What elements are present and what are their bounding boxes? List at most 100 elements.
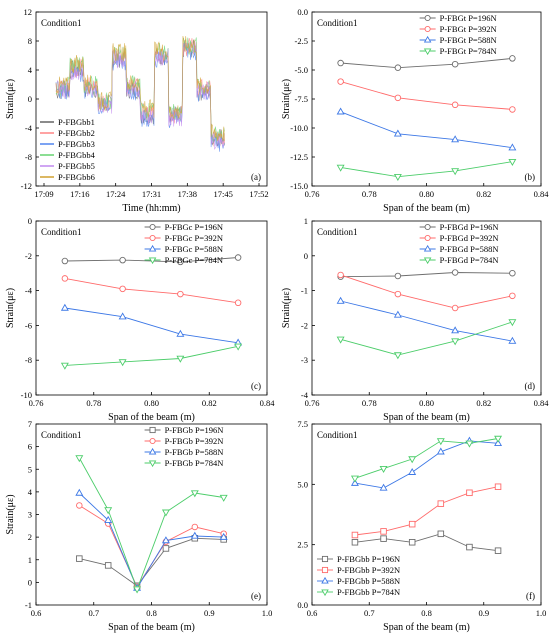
series-line xyxy=(78,492,224,589)
series-line xyxy=(340,81,513,110)
x-tick-label: 0.78 xyxy=(362,398,377,408)
legend-entry: P-FBGb P=784N xyxy=(165,458,224,468)
legend-entry: P-FBGc P=196N xyxy=(165,222,223,232)
data-point xyxy=(423,257,432,265)
series-line xyxy=(340,57,513,69)
legend-entry: P-FBGc P=588N xyxy=(165,244,223,254)
y-tick-label: 12 xyxy=(24,7,33,17)
x-tick-label: 0.84 xyxy=(534,189,550,199)
x-tick-label: 0.82 xyxy=(476,398,491,408)
data-point xyxy=(219,532,228,540)
series-line xyxy=(340,272,513,278)
y-tick-label: 1 xyxy=(304,216,308,226)
series-line xyxy=(79,505,224,588)
data-point xyxy=(424,14,431,22)
data-point xyxy=(190,490,199,498)
data-point xyxy=(321,555,329,563)
x-axis-label: Span of the beam (m) xyxy=(108,622,195,633)
legend-entry: P-FBGt P=196N xyxy=(440,13,497,23)
y-axis-label: Strain(με) xyxy=(5,288,16,328)
x-tick-label: 0.82 xyxy=(202,398,217,408)
data-point xyxy=(451,101,459,109)
data-point xyxy=(379,465,388,473)
data-point xyxy=(104,515,113,523)
data-point xyxy=(394,290,402,298)
y-tick-label: -10.0 xyxy=(290,123,308,133)
data-point xyxy=(149,426,156,434)
series-line xyxy=(340,111,513,149)
data-point xyxy=(60,362,69,370)
y-tick-label: 0 xyxy=(28,577,32,587)
data-point xyxy=(494,435,503,443)
data-point xyxy=(466,543,473,551)
y-tick-label: 0 xyxy=(304,251,308,261)
data-point xyxy=(424,234,431,242)
legend-entry: P-FBGbb P=784N xyxy=(337,587,400,597)
data-point xyxy=(393,310,402,318)
data-point xyxy=(394,94,402,102)
y-tick-label: 7 xyxy=(28,419,32,429)
legend-entry: P-FBGt P=784N xyxy=(440,46,497,56)
data-point xyxy=(408,539,416,546)
data-point xyxy=(60,303,69,311)
y-tick-label: 2 xyxy=(28,532,32,542)
legend-entry: P-FBGbb P=588N xyxy=(337,576,400,586)
data-point xyxy=(393,174,402,182)
panel-label: (f) xyxy=(526,591,535,601)
chart-panel-3: -4 -3 -2 -1 0 1 0.76 0.78 0.80 0.82 0.84 Span of th… xyxy=(281,216,549,423)
y-axis-label: Strain(με) xyxy=(5,79,16,119)
data-point xyxy=(76,502,83,509)
series-line xyxy=(55,36,225,141)
data-point xyxy=(494,483,502,490)
legend-entry: P-FBGbb1 xyxy=(58,117,95,127)
data-point xyxy=(508,143,517,151)
y-tick-label: 3 xyxy=(28,510,32,520)
y-tick-label: 6 xyxy=(28,442,32,452)
y-tick-label: -5.0 xyxy=(295,65,308,75)
legend-entry: P-FBGb P=588N xyxy=(165,447,224,457)
x-tick-label: 1.0 xyxy=(262,608,273,618)
data-point xyxy=(321,589,329,597)
y-tick-label: -3 xyxy=(301,355,308,365)
x-axis-label: Span of the beam (m) xyxy=(108,412,195,423)
data-point xyxy=(336,336,345,344)
legend-entry: P-FBGd P=784N xyxy=(440,255,499,265)
data-point xyxy=(337,271,344,279)
data-point xyxy=(118,312,127,320)
data-point xyxy=(119,256,126,264)
legend-entry: P-FBGd P=196N xyxy=(440,222,499,232)
data-point xyxy=(149,437,156,445)
data-point xyxy=(219,494,228,502)
data-point xyxy=(351,539,359,546)
y-tick-label: -2 xyxy=(301,320,308,330)
data-point xyxy=(408,520,416,528)
y-tick-label: -6 xyxy=(25,320,32,330)
data-point xyxy=(451,269,459,276)
x-tick-label: 0.9 xyxy=(478,608,489,618)
y-axis-label: Strain(με) xyxy=(281,79,292,119)
data-point xyxy=(508,319,517,327)
chart-panel-5: 0.0 2.5 5.0 7.5 0.6 0.7 0.8 0.9 1.0 Span of the b… xyxy=(297,419,546,633)
data-point xyxy=(176,355,185,363)
data-point xyxy=(437,530,445,538)
data-point xyxy=(148,257,157,265)
data-point xyxy=(509,269,516,277)
data-point xyxy=(321,566,329,574)
data-point xyxy=(351,531,359,539)
data-point xyxy=(321,576,329,584)
data-point xyxy=(394,64,402,71)
series-line xyxy=(340,321,513,356)
x-axis-label: Span of the beam (m) xyxy=(383,622,470,633)
x-tick-label: 0.9 xyxy=(204,608,215,618)
data-point xyxy=(75,488,84,496)
legend-entry: P-FBGbb P=392N xyxy=(337,565,400,575)
data-point xyxy=(234,343,243,351)
data-point xyxy=(177,258,184,266)
x-tick-label: 0.80 xyxy=(419,398,434,408)
data-point xyxy=(337,78,344,85)
data-point xyxy=(408,456,417,464)
x-tick-label: 0.76 xyxy=(305,189,320,199)
data-point xyxy=(394,272,402,280)
x-tick-label: 0.7 xyxy=(88,608,99,618)
data-point xyxy=(350,475,359,483)
